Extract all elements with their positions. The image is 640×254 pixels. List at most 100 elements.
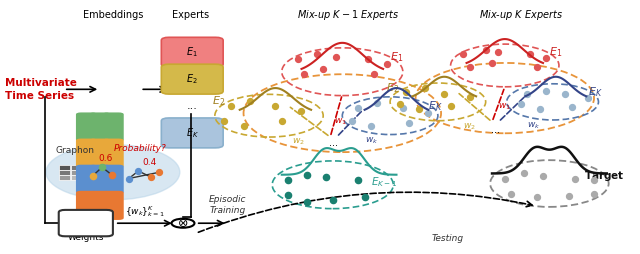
- Point: [226, 104, 236, 108]
- Text: Multivariate
Time Series: Multivariate Time Series: [4, 78, 76, 101]
- Point: [302, 173, 312, 177]
- Point: [328, 198, 338, 202]
- Point: [347, 119, 357, 123]
- Point: [302, 200, 312, 204]
- FancyBboxPatch shape: [90, 191, 110, 220]
- Text: Graphon: Graphon: [55, 146, 94, 155]
- Point: [353, 178, 364, 182]
- Bar: [59, 165, 70, 170]
- Point: [292, 57, 303, 61]
- Text: Experts: Experts: [172, 10, 209, 20]
- Point: [413, 107, 424, 112]
- Point: [445, 104, 456, 108]
- Text: $w_1$: $w_1$: [334, 117, 347, 127]
- FancyBboxPatch shape: [102, 165, 124, 194]
- Text: $\otimes$: $\otimes$: [177, 217, 189, 230]
- FancyBboxPatch shape: [161, 118, 223, 148]
- Bar: [84, 175, 96, 180]
- Point: [331, 55, 341, 59]
- Text: ...: ...: [329, 138, 338, 148]
- Text: $E_K$: $E_K$: [428, 99, 443, 113]
- Text: Testing: Testing: [431, 234, 463, 243]
- Point: [97, 165, 107, 169]
- Text: $E_2$: $E_2$: [386, 81, 399, 95]
- Bar: [84, 165, 96, 170]
- Text: Mix-up $K-1$ Experts: Mix-up $K-1$ Experts: [298, 8, 400, 22]
- FancyBboxPatch shape: [76, 138, 97, 168]
- Text: Weights: Weights: [68, 232, 104, 242]
- Point: [566, 105, 577, 109]
- FancyBboxPatch shape: [161, 37, 223, 67]
- Point: [312, 52, 322, 56]
- FancyBboxPatch shape: [90, 165, 110, 194]
- Point: [532, 65, 542, 69]
- Point: [296, 109, 306, 113]
- Point: [541, 89, 551, 93]
- Point: [563, 194, 573, 198]
- FancyBboxPatch shape: [102, 113, 124, 141]
- Text: $w_1$: $w_1$: [499, 102, 511, 112]
- Point: [516, 102, 526, 106]
- Point: [582, 96, 593, 100]
- Point: [522, 92, 532, 96]
- Text: FCs: FCs: [75, 218, 97, 228]
- Text: Embeddings: Embeddings: [83, 10, 143, 20]
- Text: $w_2$: $w_2$: [463, 122, 476, 132]
- Point: [353, 106, 364, 110]
- Point: [372, 101, 383, 105]
- Bar: [84, 170, 96, 175]
- Text: $w_2$: $w_2$: [292, 137, 305, 147]
- Point: [88, 174, 98, 178]
- Text: $E_K$: $E_K$: [588, 85, 602, 99]
- Point: [570, 177, 580, 181]
- Point: [535, 107, 545, 112]
- Point: [154, 170, 164, 174]
- FancyBboxPatch shape: [90, 113, 110, 141]
- Point: [420, 86, 430, 90]
- Point: [318, 67, 328, 71]
- Text: $w_k$: $w_k$: [527, 120, 540, 131]
- Point: [133, 169, 143, 173]
- Text: Mix-up $K$ Experts: Mix-up $K$ Experts: [479, 8, 563, 22]
- Point: [382, 62, 392, 66]
- Point: [299, 72, 309, 76]
- Point: [220, 119, 230, 123]
- Bar: [72, 165, 83, 170]
- Point: [465, 65, 475, 69]
- Point: [366, 124, 376, 128]
- Text: ...: ...: [491, 124, 500, 135]
- Point: [519, 171, 529, 176]
- Text: $E_K$: $E_K$: [186, 126, 199, 140]
- Point: [532, 195, 542, 199]
- Point: [401, 90, 411, 94]
- Text: Episodic
Training: Episodic Training: [209, 195, 246, 215]
- Point: [283, 193, 293, 197]
- Text: $w_k$: $w_k$: [365, 136, 378, 146]
- Point: [439, 92, 449, 96]
- Point: [465, 95, 475, 99]
- FancyBboxPatch shape: [90, 138, 110, 168]
- Point: [146, 175, 156, 179]
- Text: $E_1$: $E_1$: [549, 45, 563, 58]
- Text: ...: ...: [187, 101, 198, 111]
- Bar: [72, 175, 83, 180]
- Point: [493, 50, 504, 54]
- Point: [538, 174, 548, 178]
- Bar: [59, 175, 70, 180]
- Point: [458, 52, 468, 56]
- Point: [560, 92, 570, 96]
- Point: [363, 57, 373, 61]
- Point: [244, 99, 255, 103]
- Text: $E_1$: $E_1$: [390, 50, 403, 64]
- Bar: [72, 170, 83, 175]
- Point: [106, 173, 116, 177]
- Point: [360, 195, 370, 199]
- Point: [404, 121, 414, 125]
- Point: [283, 178, 293, 182]
- Ellipse shape: [46, 145, 180, 200]
- Point: [500, 177, 510, 181]
- Text: Probability?: Probability?: [113, 144, 166, 153]
- Bar: [59, 170, 70, 175]
- Point: [270, 104, 280, 108]
- Text: 0.6: 0.6: [98, 154, 113, 163]
